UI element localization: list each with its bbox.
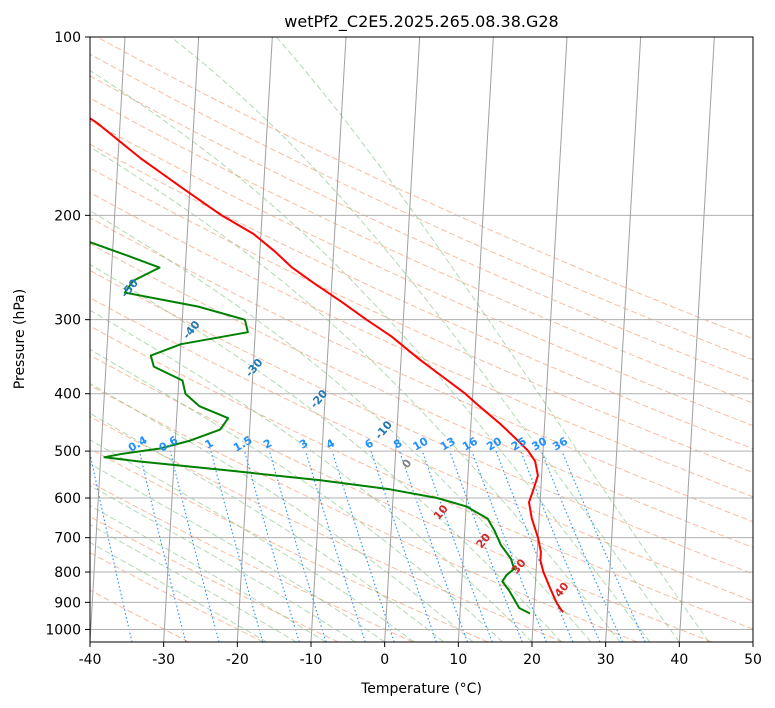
mixing-ratio-line (305, 450, 366, 642)
y-tick-label: 900 (54, 595, 81, 611)
dewpoint-profile-line (90, 241, 531, 615)
x-tick-label: -20 (226, 652, 249, 668)
y-tick-label: 400 (54, 387, 81, 403)
dry-adiabat-line (90, 167, 753, 474)
dry-adiabat-line (90, 269, 753, 575)
plot-frame (89, 36, 754, 643)
mixing-ratio-line (561, 450, 646, 642)
dry-adiabat-line (90, 297, 753, 602)
isotherm-line (384, 37, 421, 642)
moist-adiabat-line (90, 439, 415, 642)
mixing-ratio-line (331, 450, 395, 642)
moist-adiabat-line (90, 523, 297, 642)
dry-adiabat-line (90, 354, 712, 642)
mixing-ratio-line (399, 450, 469, 642)
x-axis-label: Temperature (°C) (360, 681, 482, 697)
temperature-profile-line (90, 117, 564, 613)
isotherm-line (236, 37, 273, 642)
y-tick-label: 100 (54, 30, 81, 46)
mixing-ratio-line (540, 450, 623, 642)
x-tick-label: -40 (79, 652, 102, 668)
moist-adiabat-line (170, 37, 680, 642)
mixing-ratio-line (370, 450, 437, 642)
y-tick-label: 500 (54, 444, 81, 460)
dry-adiabat-line (90, 243, 753, 549)
mixing-ratio-line (244, 450, 300, 642)
dry-adiabat-line (90, 416, 563, 642)
x-tick-label: 30 (597, 652, 615, 668)
isotherm-line (678, 37, 715, 642)
y-tick-label: 200 (54, 208, 81, 224)
moist-adiabat-line (90, 146, 621, 642)
mixing-ratio-line (520, 450, 601, 642)
dry-adiabat-line (90, 120, 753, 427)
y-tick-label: 300 (54, 313, 81, 329)
x-tick-label: -30 (152, 652, 175, 668)
chart-title: wetPf2_C2E5.2025.265.08.38.G28 (284, 12, 558, 32)
dry-adiabat-line (96, 37, 753, 340)
sounding-profiles (90, 117, 564, 615)
isotherm-line (457, 37, 494, 642)
moist-adiabat-line (90, 505, 326, 642)
y-tick-label: 1000 (45, 622, 81, 638)
y-tick-label: 600 (54, 491, 81, 507)
moist-adiabat-line (90, 541, 268, 642)
isotherm-line (310, 37, 347, 642)
dry-adiabat-line (90, 143, 753, 450)
moist-adiabat-line (90, 210, 592, 642)
moist-adiabat-line (90, 382, 474, 642)
y-axis-label: Pressure (hPa) (12, 289, 28, 389)
mixing-ratio-line (268, 450, 327, 642)
dry-adiabat-line (90, 97, 753, 404)
mixing-ratio-line (210, 450, 264, 642)
mixing-ratio-line (169, 450, 220, 642)
moist-adiabat-line (276, 37, 710, 642)
moist-adiabat-line (90, 463, 385, 642)
axis-ticks: -40 -30 -20 -10 0 10 20 30 40 50 100 200 300 400 500 60… (45, 30, 762, 668)
isotherm-line (605, 37, 642, 642)
x-tick-label: 20 (523, 652, 541, 668)
moist-adiabat-line (90, 263, 562, 642)
isotherm-line (163, 37, 200, 642)
x-tick-label: 10 (449, 652, 467, 668)
x-tick-label: 50 (744, 652, 762, 668)
x-tick-label: 40 (670, 652, 688, 668)
dry-adiabat-line (90, 384, 638, 642)
dry-adiabat-line (90, 516, 339, 642)
y-tick-label: 700 (54, 531, 81, 547)
mixing-ratio-line (90, 451, 133, 642)
background-lines (90, 37, 753, 642)
isotherm-line (90, 37, 126, 642)
y-tick-label: 800 (54, 565, 81, 581)
moist-adiabat-line (90, 412, 444, 642)
moist-adiabat-line (90, 348, 503, 642)
x-tick-label: -10 (300, 652, 323, 668)
mixing-ratio-line (138, 450, 187, 642)
x-tick-label: 0 (380, 652, 389, 668)
dry-adiabat-line (90, 53, 753, 361)
